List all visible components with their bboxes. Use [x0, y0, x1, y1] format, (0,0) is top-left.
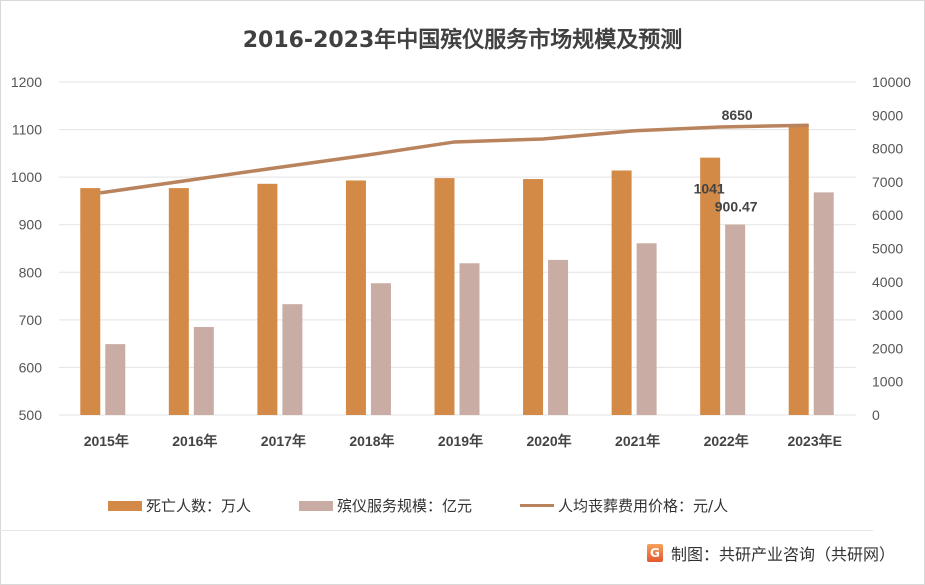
bar-service-scale	[193, 326, 214, 415]
legend-item-service-scale: 殡仪服务规模：亿元	[299, 495, 472, 516]
x-tick-label: 2022年	[704, 433, 749, 449]
right-tick-label: 3000	[872, 307, 903, 323]
x-tick-label: 2016年	[172, 433, 217, 449]
bar-deaths	[168, 188, 189, 415]
bar-deaths	[611, 170, 632, 415]
legend: 死亡人数：万人 殡仪服务规模：亿元 人均丧葬费用价格：元/人	[108, 495, 728, 516]
left-tick-label: 600	[19, 359, 43, 375]
left-tick-label: 500	[19, 407, 43, 423]
bar-deaths	[700, 157, 721, 416]
right-tick-label: 0	[872, 407, 880, 423]
bar-deaths	[788, 124, 809, 416]
left-tick-label: 1000	[11, 169, 42, 185]
logo-icon: G	[646, 544, 663, 562]
bar-service-scale	[459, 263, 480, 415]
bar-service-scale	[725, 224, 746, 415]
bar-deaths	[523, 179, 544, 415]
legend-label: 死亡人数：万人	[146, 497, 252, 515]
legend-swatch	[108, 500, 142, 511]
bar-deaths	[345, 180, 366, 415]
left-tick-label: 1200	[11, 74, 42, 90]
bar-service-scale	[370, 283, 391, 415]
legend-swatch	[520, 504, 555, 507]
x-tick-label: 2015年	[84, 433, 129, 449]
left-tick-label: 900	[19, 217, 43, 233]
source-note: G 制图：共研产业咨询（共研网）	[646, 541, 895, 565]
x-tick-label: 2019年	[438, 433, 483, 449]
x-tick-label: 2017年	[261, 433, 306, 449]
x-tick-label: 2021年	[615, 433, 660, 449]
right-tick-label: 8000	[872, 141, 903, 157]
x-tick-label: 2020年	[526, 433, 571, 449]
bar-deaths	[434, 178, 455, 415]
legend-item-funeral-price: 人均丧葬费用价格：元/人	[520, 495, 728, 516]
legend-label: 殡仪服务规模：亿元	[337, 497, 473, 515]
legend-label: 人均丧葬费用价格：元/人	[558, 497, 729, 515]
bar-deaths	[80, 188, 101, 415]
right-tick-label: 10000	[872, 74, 911, 90]
divider	[0, 530, 873, 531]
data-label: 900.47	[715, 198, 758, 214]
bar-service-scale	[105, 344, 126, 415]
data-label: 1041	[694, 181, 725, 197]
data-label: 8650	[722, 107, 753, 123]
bar-deaths	[257, 183, 278, 415]
legend-swatch	[299, 500, 334, 511]
bar-service-scale	[282, 304, 303, 415]
right-tick-label: 1000	[872, 374, 903, 390]
x-tick-label: 2023年E	[787, 433, 841, 449]
right-tick-label: 9000	[872, 107, 903, 123]
legend-item-deaths: 死亡人数：万人	[108, 495, 251, 516]
bar-service-scale	[548, 259, 569, 415]
right-tick-label: 7000	[872, 174, 903, 190]
right-tick-label: 5000	[872, 241, 903, 257]
bar-service-scale	[636, 243, 657, 415]
chart-plot: 500 600 700 800 900 1000 1100 1200 0 1000 2000 3000…	[11, 74, 911, 449]
left-tick-label: 700	[19, 312, 43, 328]
x-tick-label: 2018年	[349, 433, 394, 449]
chart-title: 2016-2023年中国殡仪服务市场规模及预测	[242, 28, 683, 53]
right-tick-label: 6000	[872, 207, 903, 223]
left-tick-label: 800	[19, 264, 43, 280]
right-tick-label: 4000	[872, 274, 903, 290]
source-text: 制图：共研产业咨询（共研网）	[670, 545, 895, 564]
bar-service-scale	[813, 192, 834, 415]
left-tick-label: 1100	[12, 122, 42, 138]
right-tick-label: 2000	[872, 340, 903, 356]
